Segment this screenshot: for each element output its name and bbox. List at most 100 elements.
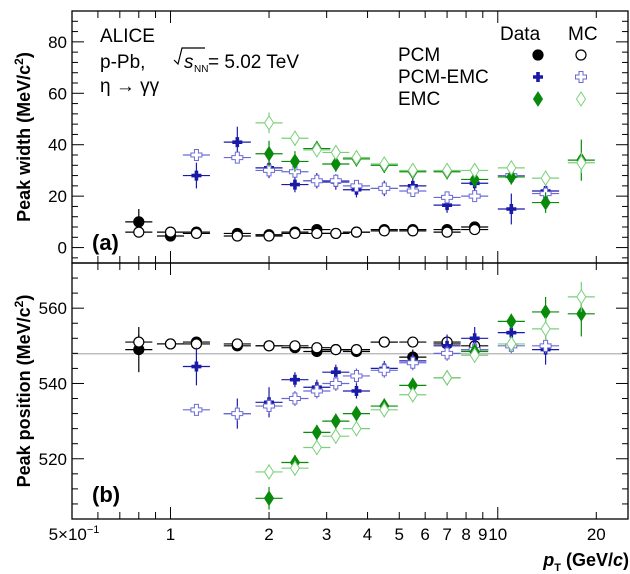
marker-circle xyxy=(378,225,390,237)
data-point xyxy=(322,375,350,391)
marker-cross xyxy=(288,392,301,405)
data-point xyxy=(342,343,371,356)
data-point xyxy=(370,156,398,172)
marker-circle xyxy=(289,340,301,352)
marker-diamond xyxy=(576,288,587,305)
data-point xyxy=(433,369,461,386)
data-point xyxy=(399,336,427,348)
data-point xyxy=(125,209,153,235)
y-axis-label-b: Peak position (MeV/c2) xyxy=(12,295,34,488)
marker-circle xyxy=(532,49,544,61)
marker-cross xyxy=(351,386,362,397)
marker-diamond xyxy=(311,141,322,158)
data-point xyxy=(223,406,251,422)
marker-cross xyxy=(350,369,363,382)
legend-header-data: Data xyxy=(500,24,541,45)
data-point xyxy=(342,420,371,437)
marker-cross xyxy=(406,356,419,369)
data-point xyxy=(255,164,283,177)
marker-diamond xyxy=(263,114,275,131)
marker-circle xyxy=(231,338,243,350)
legend: Data MC PCM PCM-EMC EMC xyxy=(398,24,598,110)
legend-marker-data-emc xyxy=(532,91,544,107)
marker-diamond xyxy=(263,490,275,507)
data-point xyxy=(223,230,251,242)
data-point xyxy=(399,185,427,197)
marker-cross xyxy=(378,364,391,377)
x-tick-label: 5×10−1 xyxy=(49,524,100,544)
marker-cross xyxy=(190,149,203,161)
marker-circle xyxy=(469,223,481,236)
data-point xyxy=(532,170,560,187)
panel-b-tag: (b) xyxy=(92,482,120,507)
y-tick-label: 80 xyxy=(48,33,67,52)
data-point xyxy=(322,413,350,430)
series-emc-mc-b xyxy=(255,281,595,480)
x-tick-label: 7 xyxy=(442,525,451,544)
marker-diamond xyxy=(289,153,301,170)
y-tick-label: 540 xyxy=(39,374,67,393)
data-point xyxy=(399,162,427,179)
marker-diamond xyxy=(469,162,480,179)
legend-marker-mc-pcm xyxy=(575,49,587,61)
data-point xyxy=(342,368,371,384)
data-point xyxy=(461,223,489,236)
marker-circle xyxy=(263,230,275,242)
y-tick-label: 0 xyxy=(58,239,67,258)
x-tick-label: 6 xyxy=(420,525,429,544)
marker-diamond xyxy=(576,305,587,322)
marker-cross xyxy=(329,377,342,390)
marker-diamond xyxy=(263,145,275,162)
marker-cross xyxy=(441,347,454,360)
data-point xyxy=(433,345,461,361)
marker-cross xyxy=(330,367,341,378)
marker-cross xyxy=(406,185,419,197)
marker-cross xyxy=(468,190,481,203)
data-point xyxy=(255,230,283,242)
marker-cross xyxy=(310,385,323,397)
data-point xyxy=(497,336,525,352)
data-point xyxy=(303,141,331,158)
marker-diamond xyxy=(407,162,418,179)
data-point xyxy=(370,362,398,378)
x-tick-label: 9 xyxy=(478,525,487,544)
panel-a-tag: (a) xyxy=(92,230,119,255)
x-tick-label: 1 xyxy=(166,525,175,544)
x-tick-label: 4 xyxy=(363,525,372,544)
marker-diamond xyxy=(469,347,480,364)
legend-marker-mc-pcmemc xyxy=(575,71,587,83)
sqrt-s-var: s xyxy=(184,52,194,73)
series-pcm-data-a xyxy=(125,209,489,242)
data-point xyxy=(532,192,560,213)
marker-circle xyxy=(190,338,203,350)
data-point xyxy=(342,405,371,422)
data-point xyxy=(370,225,398,237)
marker-diamond xyxy=(311,424,322,441)
marker-circle xyxy=(311,342,323,354)
x-tick-label: 20 xyxy=(587,525,606,544)
data-point xyxy=(281,151,309,172)
data-point xyxy=(281,460,309,477)
data-point xyxy=(182,227,210,240)
series-emc-mc-a xyxy=(255,112,595,187)
data-point xyxy=(182,403,210,416)
marker-circle xyxy=(330,227,342,240)
panel-frame-a xyxy=(71,10,629,264)
marker-diamond xyxy=(407,386,418,403)
data-point xyxy=(303,342,331,354)
data-point xyxy=(322,428,350,445)
y-tick-label: 560 xyxy=(39,299,67,318)
data-point xyxy=(125,334,153,350)
data-point xyxy=(461,162,489,179)
data-point xyxy=(156,226,185,238)
panel-frame-b xyxy=(71,262,629,520)
data-point xyxy=(255,464,283,480)
data-point xyxy=(182,338,210,350)
marker-cross xyxy=(329,174,342,187)
marker-circle xyxy=(378,336,390,348)
marker-circle xyxy=(133,216,145,228)
data-point xyxy=(567,152,595,173)
y-tick-label: 40 xyxy=(48,136,67,155)
data-point xyxy=(255,340,283,352)
